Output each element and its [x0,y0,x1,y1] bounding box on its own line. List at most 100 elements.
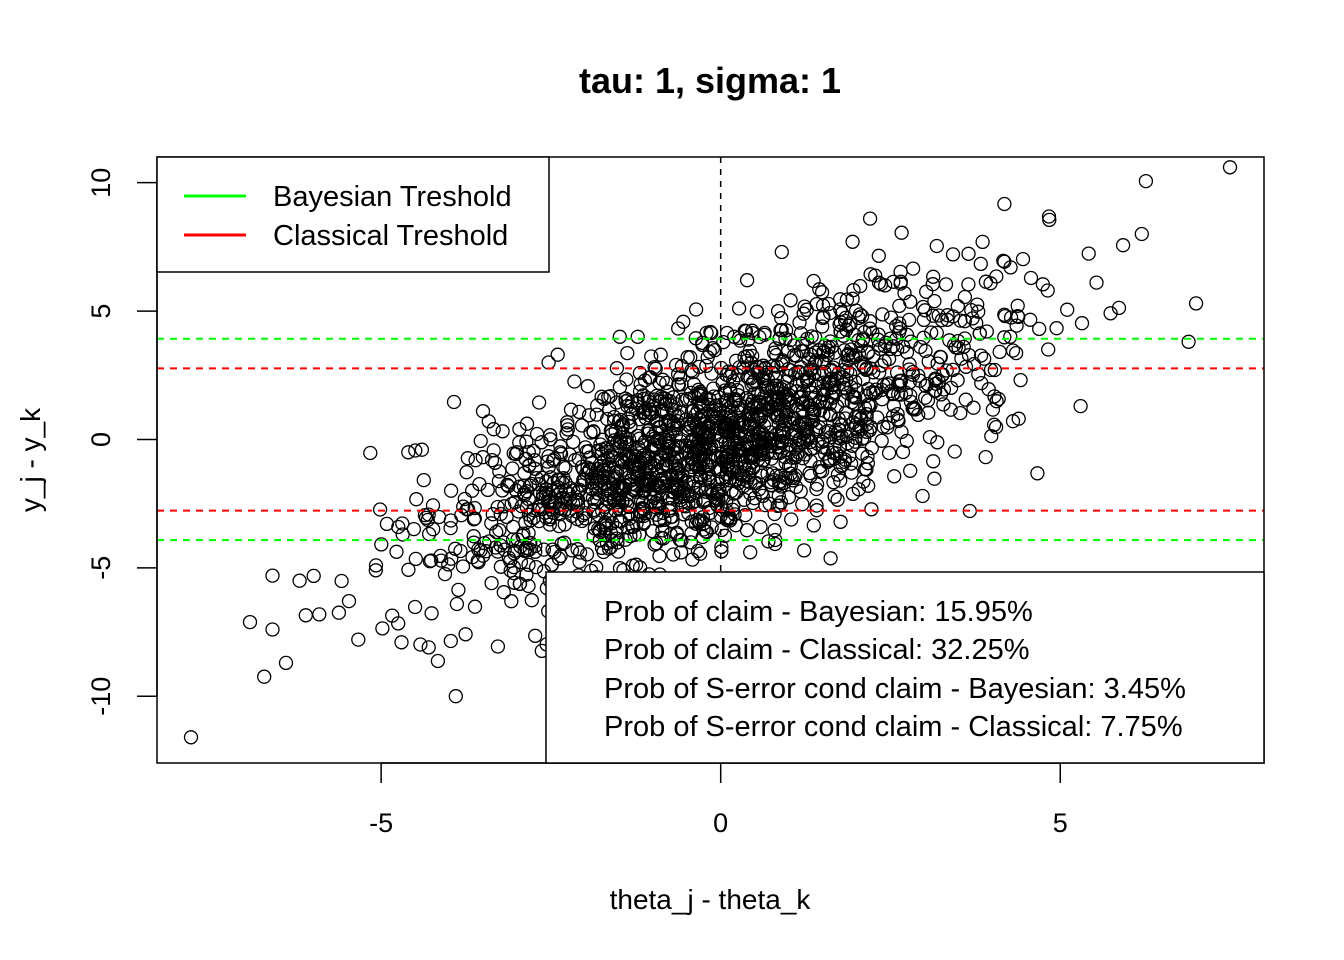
data-point [580,487,595,502]
data-point [747,491,762,506]
data-point [678,393,693,408]
data-point [756,440,771,455]
data-point [997,330,1012,345]
data-point [581,444,596,459]
data-point [457,491,472,507]
data-point [595,432,610,447]
data-point [467,599,483,614]
data-point [421,640,436,655]
data-point [767,536,783,552]
data-point [754,386,769,401]
data-point [374,537,389,552]
data-point [879,335,894,350]
data-point [825,445,840,460]
data-point [443,633,458,649]
legend-label-classical: Classical Treshold [273,220,508,252]
data-point [921,405,936,420]
data-point [809,498,824,513]
data-point [460,451,475,466]
data-point [558,484,574,499]
data-point [627,457,643,472]
data-point [535,490,551,505]
data-point [717,528,733,543]
annotation-line-1: Prob of claim - Bayesian: 15.95% [604,596,1033,628]
data-point [688,493,703,509]
data-point [894,424,909,440]
data-point [973,256,988,272]
data-point [871,327,886,342]
data-point [407,599,423,615]
data-point [957,289,973,305]
data-point [895,444,911,460]
data-point [766,473,782,488]
data-point [697,492,712,507]
data-point [1035,277,1051,292]
data-point [708,490,723,506]
data-point [636,508,651,524]
data-point [674,359,690,374]
data-point [893,274,908,289]
data-point [632,412,647,427]
data-point [487,455,503,470]
data-point [443,513,459,528]
data-point [607,492,622,507]
data-point [796,384,811,399]
data-point [770,303,786,319]
data-point [743,545,758,560]
data-point [940,308,955,323]
data-point [873,277,889,292]
y-tick-label: 10 [86,168,116,198]
data-point [1013,372,1028,388]
data-point [458,627,473,642]
legend-label-bayesian: Bayesian Treshold [273,181,512,213]
data-point [1011,309,1026,325]
data-point [795,336,810,351]
data-point [903,388,918,403]
data-point [443,483,459,498]
data-point [945,247,961,262]
data-point [555,475,570,490]
y-axis-label: y_j - y_k [15,407,46,512]
data-point [1060,302,1075,317]
legend: Bayesian Treshold Classical Treshold [156,156,550,273]
data-point [661,418,676,433]
data-point [508,483,524,498]
data-point [950,299,965,314]
data-point [529,426,545,442]
data-point [434,553,449,568]
data-point [1003,310,1019,325]
legend-box [156,156,550,273]
data-point [890,406,905,422]
data-point [495,424,510,439]
data-point [737,492,752,507]
data-point [504,594,519,609]
data-point [841,346,856,361]
data-point [557,517,572,532]
data-point [847,327,862,343]
data-point [630,508,646,523]
data-point [793,360,809,375]
data-point [721,424,737,440]
data-point [945,309,961,324]
data-point [734,471,749,487]
data-point [760,396,775,412]
data-point [845,234,860,249]
data-point [654,530,669,546]
data-point [704,483,719,498]
data-point [306,568,321,584]
data-point [478,544,494,559]
data-point [408,551,423,567]
data-point [612,380,628,395]
data-point [930,435,945,450]
data-point [997,196,1012,212]
data-point [738,507,753,523]
data-point [840,347,855,362]
data-point [824,371,839,386]
data-point [512,576,527,592]
data-point [919,284,934,299]
data-point [572,554,587,569]
data-point [721,457,736,472]
data-point [395,516,410,531]
data-point [505,461,520,476]
data-point [704,325,719,341]
